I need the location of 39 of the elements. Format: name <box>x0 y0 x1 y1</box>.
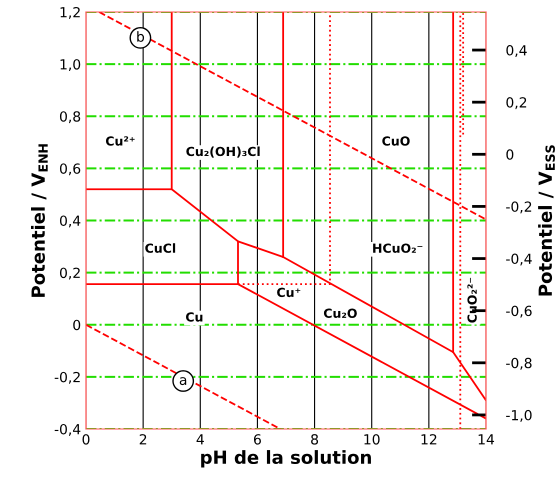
y-tick-label: 1,0 <box>60 59 80 72</box>
annotation: Cu₂(OH)₃Cl <box>186 146 260 158</box>
annotation: a <box>180 377 186 386</box>
y2-tick-label: -0,6 <box>506 306 532 318</box>
annotation: b <box>137 31 144 42</box>
annotation: HCuO₂⁻ <box>373 243 422 253</box>
annotation: Cu <box>186 312 202 322</box>
y-tick-label: -0,2 <box>54 372 80 384</box>
annotation: Cu₂O <box>324 308 357 318</box>
annotation: CuCl <box>145 243 176 253</box>
y-tick-label: 0,6 <box>60 163 80 176</box>
annotation: CuO₂²⁻ <box>467 278 477 323</box>
y2-tick-label: 0,2 <box>506 97 526 110</box>
y-tick-label: 0 <box>73 320 80 330</box>
x-tick-label: 14 <box>478 434 494 444</box>
y2-tick-label: -0,4 <box>506 254 532 266</box>
y2-tick-label: 0 <box>506 149 514 160</box>
y2-tick-label: -1,0 <box>506 410 532 422</box>
x-axis-title: pH de la solution <box>201 450 371 468</box>
y2-tick-label: -0,8 <box>506 358 532 370</box>
y-tick-label: 0,8 <box>60 111 80 124</box>
x-tick-label: 0 <box>82 434 90 445</box>
y2-tick-label: -0,2 <box>506 201 532 214</box>
x-tick-label: 12 <box>422 434 436 444</box>
y-tick-label: 1,2 <box>60 6 80 19</box>
x-tick-label: 6 <box>254 434 261 445</box>
y2-tick-label: 0,4 <box>506 45 527 57</box>
y-tick-label: 0,4 <box>60 215 80 228</box>
x-tick-label: 10 <box>364 434 380 445</box>
x-tick-label: 2 <box>140 434 146 444</box>
x-tick-label: 4 <box>196 434 204 444</box>
y-axis-title: Potentiel / V$_{ENH}$ <box>31 144 48 297</box>
x-tick-label: 8 <box>311 434 318 445</box>
annotation: Cu²⁺ <box>106 136 135 146</box>
y-tick-label: -0,4 <box>54 424 80 436</box>
annotation: CuO <box>382 136 410 146</box>
y2-axis-title: Potentiel / V$_{ESS}$ <box>538 145 555 296</box>
annotation: Cu⁺ <box>277 288 300 298</box>
y-tick-label: 0,2 <box>60 268 80 280</box>
